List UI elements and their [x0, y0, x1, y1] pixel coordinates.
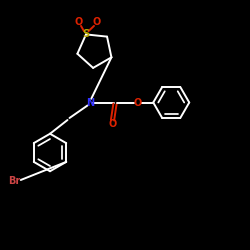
Text: S: S [82, 30, 89, 40]
Text: O: O [134, 98, 141, 108]
Text: O: O [92, 18, 100, 28]
Text: Br: Br [8, 176, 20, 186]
Text: N: N [86, 98, 94, 108]
Text: O: O [74, 18, 82, 28]
Text: O: O [108, 119, 116, 129]
